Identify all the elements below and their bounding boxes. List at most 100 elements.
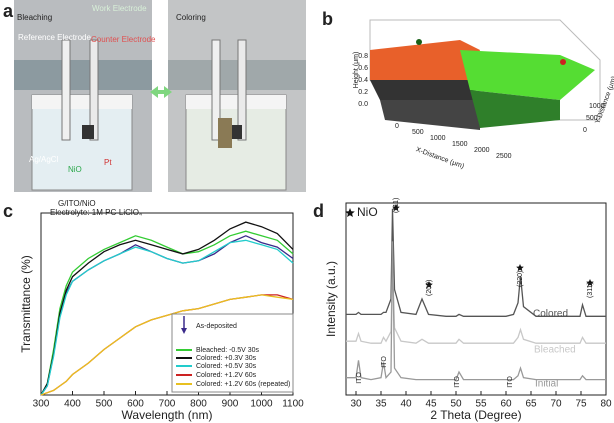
nio-film — [218, 118, 232, 148]
legend-label: Colored: +0.3V 30s — [196, 355, 257, 362]
plot-frame — [345, 202, 607, 396]
x-tick-label: 50 — [450, 399, 462, 410]
surface-coated — [370, 40, 480, 80]
series-line — [40, 221, 294, 396]
legend-label: Colored: +1.2V 60s — [196, 372, 257, 379]
marker — [416, 39, 422, 45]
x-tick-label: 75 — [575, 399, 587, 410]
x-tick-label: 400 — [64, 399, 81, 410]
photo-title: Bleaching — [17, 13, 52, 22]
photo-backdrop — [168, 60, 306, 90]
legend-label: NiO — [357, 205, 378, 219]
pt-plate — [230, 125, 242, 139]
x-tick-label: 900 — [222, 399, 239, 410]
panel-label: b — [322, 9, 333, 29]
panel-label: a — [3, 1, 14, 21]
x-axis-title: Wavelength (nm) — [122, 408, 213, 422]
x-tick-label: 500 — [412, 129, 424, 136]
y-axis-title: Transmittance (%) — [19, 255, 33, 353]
star — [516, 264, 524, 272]
double-arrow — [150, 86, 172, 98]
series-line — [346, 241, 606, 381]
beaker — [185, 94, 287, 191]
legend-arrow-head — [181, 328, 187, 334]
beaker — [31, 94, 133, 191]
ito-label: ITO — [507, 376, 514, 388]
annotation: G/ITO/NiO — [58, 199, 96, 208]
y-tick-label: 1000 — [589, 103, 605, 110]
star — [586, 279, 594, 287]
y-tick-label: 0 — [583, 127, 587, 134]
surface-side — [370, 80, 480, 100]
x-tick-label: 800 — [190, 399, 207, 410]
series-label: Bleached — [534, 345, 576, 356]
peak-label: (220) — [517, 271, 524, 287]
x-tick-label: 45 — [425, 399, 437, 410]
x-tick-label: 60 — [500, 399, 512, 410]
electrode — [89, 39, 99, 141]
x-tick-label: 0 — [395, 123, 399, 130]
legend-label: Bleached: -0.5V 30s — [196, 347, 260, 354]
x-tick-label: 1500 — [452, 141, 468, 148]
x-tick-label: 40 — [400, 399, 412, 410]
series-line — [346, 208, 606, 317]
ito-label: ITO — [381, 356, 388, 368]
marker — [560, 59, 566, 65]
x-tick-label: 1100 — [282, 399, 304, 410]
series-line — [346, 260, 606, 344]
surface-side — [380, 100, 480, 130]
charts: 300 400 500 600 700 800 900 1000 1100 Wavelength … — [19, 198, 612, 422]
x-tick-label: 30 — [350, 399, 362, 410]
lid — [32, 95, 132, 109]
x-tick-label: 35 — [375, 399, 387, 410]
panel-label: c — [3, 201, 13, 221]
photo-label: NiO — [68, 165, 82, 174]
peak-label: (200) — [426, 280, 433, 296]
x-tick-label: 1000 — [250, 399, 273, 410]
x-tick-label: 500 — [96, 399, 113, 410]
x-tick-label: 300 — [33, 399, 50, 410]
electrode — [237, 39, 247, 141]
x-tick-label: 70 — [550, 399, 562, 410]
series-label: Initial — [535, 379, 558, 390]
peak-label: (311) — [587, 282, 594, 298]
photo-label: Pt — [104, 158, 112, 167]
z-tick-label: 0.0 — [358, 101, 368, 108]
panel-label: d — [313, 201, 324, 221]
z-tick-label: 0.6 — [358, 65, 368, 72]
series-line — [40, 294, 294, 396]
x-tick-label: 2000 — [474, 147, 490, 154]
legend-label: Colored: +1.2V 60s (repeated) — [196, 381, 290, 388]
axis-title: X-Distance (μm) — [415, 146, 465, 170]
electrode — [211, 39, 221, 141]
legend-label: As-deposited — [196, 323, 237, 330]
photo-label: Ag/AgCl — [29, 155, 59, 164]
series-line — [40, 239, 294, 396]
legend-label: Colored: +0.5V 30s — [196, 363, 257, 370]
x-tick-label: 80 — [600, 399, 612, 410]
photo-label: Counter Electrode — [91, 35, 156, 44]
x-axis-title: 2 Theta (Degree) — [430, 408, 521, 422]
series-label: Colored — [533, 309, 568, 320]
x-tick-label: 65 — [525, 399, 537, 410]
z-tick-label: 0.4 — [358, 77, 368, 84]
annotation: Electrolyte: 1M PC-LiClO₄ — [50, 208, 142, 217]
star — [345, 208, 355, 217]
x-tick-label: 700 — [159, 399, 176, 410]
x-tick-label: 2500 — [496, 153, 512, 160]
electrode — [61, 39, 71, 141]
photo-title: Coloring — [176, 13, 206, 22]
pt-plate — [82, 125, 94, 139]
star — [392, 204, 400, 212]
x-tick-label: 55 — [475, 399, 487, 410]
surface-side — [470, 90, 560, 128]
photo-backdrop — [14, 60, 152, 90]
ito-label: ITO — [356, 372, 363, 384]
peak-label: (111) — [393, 198, 400, 213]
y-tick-label: 500 — [586, 115, 598, 122]
legend-box — [171, 313, 294, 393]
lid — [186, 95, 286, 109]
x-tick-label: 600 — [127, 399, 144, 410]
